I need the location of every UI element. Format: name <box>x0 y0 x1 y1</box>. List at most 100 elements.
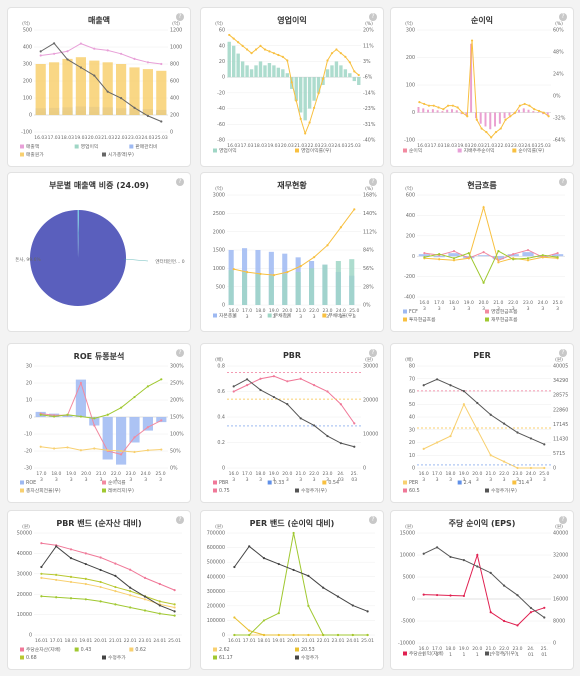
help-icon[interactable]: ? <box>369 516 377 524</box>
bar <box>254 65 258 78</box>
help-icon[interactable]: ? <box>369 13 377 21</box>
series-line <box>228 34 360 135</box>
point <box>357 73 360 77</box>
point <box>232 390 235 393</box>
help-icon[interactable]: ? <box>369 178 377 186</box>
y-tick-label: 50 <box>409 402 415 408</box>
point <box>326 390 329 393</box>
point <box>268 50 271 53</box>
bar <box>272 65 276 78</box>
y-tick-label: -5000 <box>401 619 415 625</box>
help-icon[interactable]: ? <box>176 349 184 357</box>
point <box>436 378 439 381</box>
y2-tick-label: 16000 <box>553 597 568 603</box>
legend-swatch <box>403 148 407 153</box>
point <box>542 111 545 114</box>
point <box>437 106 440 109</box>
legend-label: 레버리지(우) <box>108 487 134 494</box>
x-tick-label: 25.01 <box>541 646 548 658</box>
point <box>277 562 280 566</box>
bar <box>312 77 316 101</box>
legend-label: 시가총액(우) <box>108 151 134 158</box>
help-icon[interactable]: ? <box>559 13 567 21</box>
point <box>449 594 452 597</box>
bar <box>551 254 564 257</box>
help-icon[interactable]: ? <box>176 178 184 186</box>
chart-svg: 0 100000 200000 300000 400000 500000 600000 700… <box>207 523 375 661</box>
y2-tick-label: 84% <box>363 248 374 254</box>
x-tick-label: 25.03 <box>155 135 168 141</box>
point <box>84 598 87 601</box>
bar <box>441 111 444 113</box>
help-icon[interactable]: ? <box>369 349 377 357</box>
x-tick-label: 21.01 <box>302 638 315 644</box>
chart-card-roe: ROE 듀퐁분석? -30 -20 -10 0 10 20 30 0% 50% 100% 150% 20… <box>7 343 191 503</box>
y-tick-label: 10 <box>26 398 32 404</box>
y2-tick-label: 400 <box>170 96 179 102</box>
legend-label: 영업이익 <box>81 143 99 150</box>
bar <box>75 379 86 417</box>
help-icon[interactable]: ? <box>559 178 567 186</box>
point <box>503 422 506 425</box>
legend-swatch <box>20 144 24 149</box>
series-line <box>40 545 175 612</box>
point <box>53 447 56 450</box>
point <box>556 252 559 255</box>
series-line <box>423 378 545 445</box>
x-tick-label: 20.03 <box>281 143 294 149</box>
legend-swatch <box>20 647 24 652</box>
point <box>53 52 56 55</box>
point <box>299 265 302 268</box>
help-icon[interactable]: ? <box>559 516 567 524</box>
y2-tick-label: -31% <box>363 122 376 128</box>
point <box>466 115 469 118</box>
point <box>480 127 483 130</box>
y-tick-label: -60 <box>217 122 225 128</box>
pie-slice <box>77 210 79 258</box>
bar <box>236 53 240 78</box>
point <box>497 250 500 253</box>
legend-label: 수정주가(우) <box>301 487 327 494</box>
legend-label: 지배주주순이익 <box>464 147 495 154</box>
help-icon[interactable]: ? <box>176 13 184 21</box>
y-tick-label: 80 <box>409 364 415 370</box>
help-icon[interactable]: ? <box>559 349 567 357</box>
legend-label: 순이익률(우) <box>518 147 544 154</box>
y-tick-label: 200 <box>406 233 415 239</box>
x-tick-label: 25.03 <box>538 143 551 149</box>
point <box>93 417 96 420</box>
bar <box>227 41 231 78</box>
bar <box>503 112 506 119</box>
bar <box>522 108 525 113</box>
point <box>526 259 530 262</box>
bar <box>433 256 445 258</box>
chart-card-eps: 주당 순이익 (EPS)? -10000 -5000 0 5000 10000 15000(… <box>390 510 574 670</box>
point <box>246 271 249 274</box>
y2-tick-label: 50% <box>170 449 181 455</box>
y-axis-label: (배) <box>405 356 413 363</box>
point <box>467 257 470 260</box>
bar <box>281 69 285 78</box>
point <box>518 104 521 107</box>
point <box>529 606 532 610</box>
chart-title: PER <box>473 351 491 360</box>
x-tick-label: 17.03 <box>431 143 444 149</box>
y2-axis-label: (원) <box>365 356 373 363</box>
point <box>106 90 109 93</box>
help-icon[interactable]: ? <box>176 516 184 524</box>
point <box>467 252 470 255</box>
point <box>133 106 136 109</box>
point <box>299 377 302 380</box>
bar <box>339 65 343 78</box>
point <box>160 419 163 422</box>
